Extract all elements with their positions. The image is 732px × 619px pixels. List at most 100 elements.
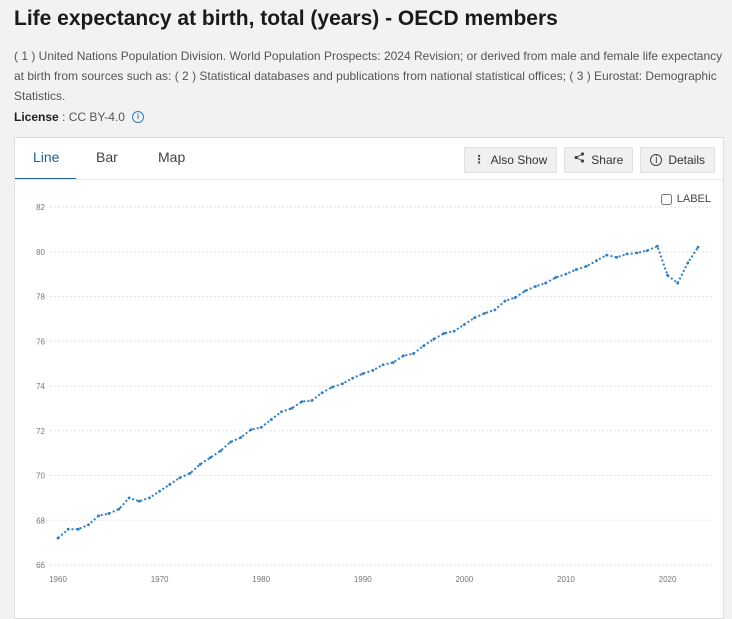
x-tick-label: 2000 [455, 575, 473, 584]
license-value: CC BY-4.0 [68, 110, 125, 124]
data-point [401, 354, 405, 358]
y-tick-label: 72 [36, 427, 45, 436]
data-point [554, 276, 558, 279]
y-tick-label: 82 [36, 203, 45, 212]
data-point [361, 372, 365, 376]
y-tick-label: 76 [36, 337, 45, 346]
series-line [57, 244, 699, 539]
data-point [310, 399, 314, 402]
data-point [666, 273, 669, 277]
data-point [229, 440, 233, 444]
chart-toolbar: ⋮ Also Show Share i Details [463, 147, 715, 173]
y-tick-label: 74 [36, 382, 45, 391]
line-chart: 66 68 70 72 74 76 78 80 82 1960 1970 1980 1990 2000 20… [36, 203, 713, 584]
data-point [249, 428, 253, 432]
data-point [66, 527, 70, 531]
data-point [137, 499, 141, 503]
data-point [696, 245, 700, 249]
details-label: Details [668, 153, 705, 167]
data-point [87, 523, 90, 527]
y-tick-label: 78 [36, 293, 45, 302]
data-point [269, 418, 273, 421]
data-point [574, 268, 578, 272]
label-toggle[interactable]: LABEL [660, 193, 711, 205]
data-point [503, 299, 507, 303]
x-tick-label: 1980 [252, 575, 270, 584]
data-point [635, 251, 639, 255]
data-point [483, 311, 487, 315]
data-point [117, 507, 121, 511]
tab-divider [15, 179, 723, 180]
data-point [97, 514, 101, 518]
details-button[interactable]: i Details [640, 147, 715, 173]
data-point [462, 323, 466, 326]
data-point [320, 391, 324, 395]
data-point [493, 308, 497, 312]
x-tick-label: 2020 [659, 575, 677, 584]
data-point [107, 512, 111, 515]
info-circle-icon: i [650, 154, 663, 166]
license-label: License [14, 110, 59, 124]
x-tick-label: 1990 [354, 575, 372, 584]
x-tick-label: 2010 [557, 575, 575, 584]
share-label: Share [591, 153, 624, 167]
data-point [391, 361, 395, 364]
tab-bar[interactable]: Bar [96, 149, 118, 165]
data-point [564, 272, 568, 276]
data-point [148, 496, 151, 500]
data-point [168, 483, 172, 486]
data-point [259, 425, 263, 429]
chart-tabs: Line Bar Map [15, 138, 202, 180]
label-checkbox[interactable] [660, 193, 672, 205]
tab-map[interactable]: Map [158, 149, 186, 165]
license-row: License : CC BY-4.0 i [14, 108, 144, 126]
label-toggle-text: LABEL [676, 193, 711, 205]
data-point [544, 281, 548, 285]
data-point [655, 244, 659, 248]
data-point [330, 385, 334, 389]
data-point [208, 456, 212, 459]
data-point [381, 363, 385, 367]
data-point [473, 316, 476, 320]
data-point [76, 527, 80, 531]
y-tick-label: 66 [36, 561, 45, 570]
license-separator: : [58, 110, 69, 124]
share-icon [574, 148, 585, 172]
data-point [645, 249, 649, 253]
data-point [686, 261, 690, 265]
data-point [290, 406, 294, 410]
data-point [534, 285, 537, 288]
data-point [452, 329, 456, 333]
data-point [371, 368, 375, 372]
info-icon[interactable]: i [131, 111, 144, 123]
data-point [341, 382, 344, 386]
data-point [178, 476, 182, 480]
x-tick-label: 1970 [151, 575, 169, 584]
data-point [595, 259, 598, 263]
data-point [605, 253, 608, 257]
y-tick-label: 70 [36, 472, 45, 481]
data-point [351, 376, 355, 380]
data-point [615, 255, 619, 259]
data-point [625, 252, 629, 256]
data-point [523, 289, 527, 293]
share-button[interactable]: Share [564, 147, 634, 173]
also-show-label: Also Show [490, 153, 548, 167]
data-point [188, 471, 192, 475]
data-point [56, 536, 60, 540]
data-point [219, 449, 222, 453]
data-point [676, 281, 680, 285]
data-point [158, 489, 161, 493]
also-show-button[interactable]: ⋮ Also Show [463, 147, 558, 173]
data-point [422, 344, 426, 348]
y-tick-label: 68 [36, 516, 45, 525]
data-point [513, 296, 517, 300]
data-point [432, 337, 436, 341]
source-description: ( 1 ) United Nations Population Division… [14, 49, 723, 103]
y-tick-label: 80 [36, 248, 45, 257]
data-point [300, 400, 304, 404]
chart-panel: Line Bar Map ⋮ Also Show Share i Details [14, 137, 724, 619]
data-point [239, 436, 243, 439]
more-vertical-icon: ⋮ [473, 154, 485, 166]
data-point [584, 264, 588, 268]
